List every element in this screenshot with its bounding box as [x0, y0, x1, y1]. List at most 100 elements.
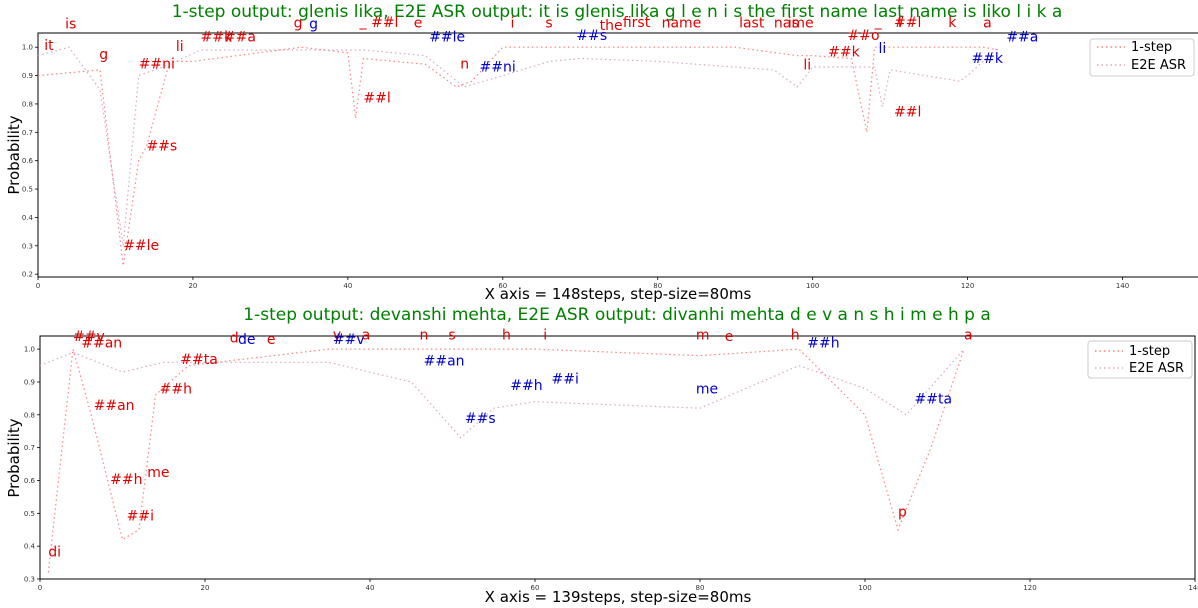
token-label: ##l	[894, 15, 921, 31]
top-subplot: 1-step output: glenis lika, E2E ASR outp…	[5, 2, 1198, 303]
token-label: ##v	[333, 332, 365, 348]
bottom-legend-label-e2e: E2E ASR	[1129, 361, 1184, 376]
token-label: ##h	[807, 335, 839, 351]
token-label: li	[803, 57, 811, 73]
x-tick-label: 140	[1188, 584, 1198, 592]
y-tick-label: 0.8	[24, 411, 35, 419]
token-label: me	[147, 465, 169, 481]
token-label: ##an	[94, 398, 135, 414]
token-label: me	[696, 381, 718, 397]
token-label: de	[238, 332, 256, 348]
token-label: ##ta	[915, 391, 953, 407]
top-legend: 1-step E2E ASR	[1089, 38, 1195, 77]
bottom-chart-title: 1-step output: devanshi mehta, E2E ASR o…	[243, 305, 990, 325]
token-label: h	[502, 327, 511, 343]
x-tick-label: 140	[1116, 282, 1129, 290]
token-label: g	[99, 47, 108, 63]
token-label: it	[44, 38, 54, 54]
token-label: di	[48, 545, 61, 561]
token-label: the	[600, 18, 623, 34]
token-label: s	[448, 327, 455, 343]
x-tick-label: 0	[36, 282, 40, 290]
x-tick-label: 60	[531, 584, 540, 592]
token-label: v	[333, 327, 341, 343]
top-legend-label-e2e: E2E ASR	[1131, 58, 1186, 73]
y-tick-label: 0.4	[24, 543, 36, 551]
token-label: ##an	[81, 335, 122, 351]
token-label: last	[739, 15, 765, 31]
token-label: ##s	[146, 139, 177, 155]
y-tick-label: 0.3	[22, 242, 33, 250]
y-tick-label: 1.0	[22, 44, 33, 52]
token-label: ##ni	[480, 59, 516, 75]
token-label: h	[791, 327, 800, 343]
token-label: e	[414, 15, 423, 31]
bottom-subplot: 1-step output: devanshi mehta, E2E ASR o…	[5, 305, 1198, 606]
token-label: i	[543, 327, 547, 343]
token-label: ##o	[848, 28, 880, 44]
token-label: ##i	[127, 509, 154, 525]
top-y-axis-label: Probability	[5, 115, 23, 194]
y-tick-label: 0.9	[24, 378, 35, 386]
y-tick-label: 0.6	[22, 157, 34, 165]
token-label: ##i	[552, 372, 579, 388]
x-tick-label: 80	[653, 282, 662, 290]
bottom-x-axis-label: X axis = 139steps, step-size=80ms	[485, 588, 752, 606]
token-label: _	[874, 14, 883, 30]
y-tick-label: 0.5	[22, 186, 33, 194]
token-label: g	[309, 17, 318, 33]
token-label: ##l	[371, 15, 398, 31]
token-label: ##ni	[139, 56, 175, 72]
token-label: a	[964, 327, 973, 343]
bottom-y-axis-label: Probability	[5, 418, 23, 497]
token-label: ##l	[894, 105, 921, 121]
token-label: s	[545, 15, 552, 31]
bottom-legend: 1-step E2E ASR	[1087, 340, 1193, 379]
token-label: i	[511, 15, 515, 31]
token-label: first	[623, 15, 651, 31]
y-tick-label: 0.2	[22, 271, 33, 279]
token-label: l	[898, 15, 902, 31]
token-label: ##a	[224, 30, 256, 46]
token-label: e	[267, 332, 276, 348]
x-tick-label: 60	[498, 282, 507, 290]
token-label: a	[983, 15, 992, 31]
token-label: ##k	[971, 51, 1003, 67]
token-label: ##v	[73, 329, 105, 345]
token-label: is	[65, 17, 76, 33]
token-label: d	[230, 331, 239, 347]
bottom-legend-label-1step: 1-step	[1129, 344, 1170, 359]
y-tick-label: 1.0	[24, 346, 35, 354]
x-tick-label: 20	[188, 282, 197, 290]
bottom-token-labels: di##v##an##an##h##ime##h##tad de e v##va n s#…	[48, 327, 972, 560]
token-label: li	[879, 41, 887, 57]
token-label: e	[725, 329, 734, 345]
top-chart-title: 1-step output: glenis lika, E2E ASR outp…	[172, 2, 1063, 22]
token-label: _	[358, 14, 367, 30]
x-tick-label: 40	[343, 282, 352, 290]
token-label: ##a	[1006, 30, 1038, 46]
bottom-x-ticks: 0 20 40 60 80 100 120 140	[38, 579, 1198, 592]
token-label: m	[696, 327, 710, 343]
top-x-ticks: 0 20 40 60 80 100 120 140	[36, 277, 1129, 290]
token-label: n	[420, 327, 429, 343]
token-label: name	[774, 15, 814, 31]
top-legend-label-1step: 1-step	[1131, 40, 1172, 55]
token-label: ##k	[828, 45, 860, 61]
y-tick-label: 0.3	[24, 576, 35, 584]
bottom-series-lines	[39, 348, 965, 573]
y-tick-label: 0.7	[24, 444, 35, 452]
token-label: ##h	[160, 381, 192, 397]
x-tick-label: 100	[858, 584, 871, 592]
x-tick-label: 120	[961, 282, 974, 290]
token-label: ##k	[201, 30, 233, 46]
token-label: name	[662, 15, 702, 31]
bottom-y-ticks: 0.3 0.4 0.5 0.6 0.7 0.8 0.9 1.0	[24, 346, 40, 584]
token-label: g	[294, 15, 303, 31]
token-label: ##s	[576, 28, 607, 44]
bottom-axes-frame	[39, 335, 1196, 580]
x-tick-label: 100	[806, 282, 819, 290]
top-series-lines	[37, 46, 1000, 266]
